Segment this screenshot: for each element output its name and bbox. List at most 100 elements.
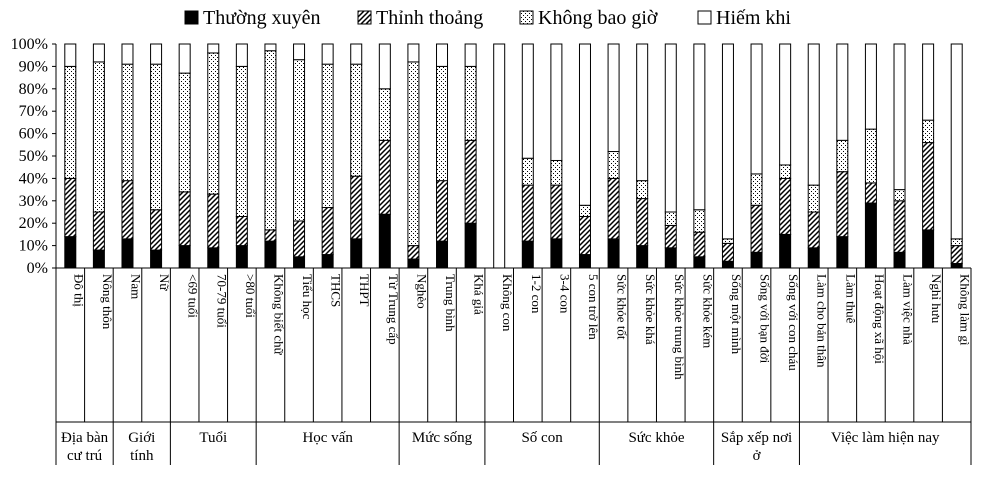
group-label: cư trú — [67, 448, 103, 464]
bar-segment-hiem-khi — [521, 43, 534, 159]
y-tick-label: 0% — [27, 260, 48, 277]
bar-segment-khong-bao-gio — [407, 61, 420, 247]
bar-segment-thuong-xuyen — [92, 249, 105, 269]
x-category-label: Nữ — [157, 274, 172, 291]
x-category-label: Làm việc nhà — [901, 274, 916, 345]
bars — [64, 43, 963, 269]
y-tick-label: 40% — [19, 170, 48, 187]
group-label: Tuổi — [199, 430, 227, 446]
bar-segment-thuong-xuyen — [578, 254, 591, 269]
bar-segment-thuong-xuyen — [464, 222, 477, 269]
bar-segment-hiem-khi — [407, 43, 420, 63]
legend-swatch-hiem-khi — [697, 10, 712, 25]
x-category-label: 5 con trở lên — [586, 274, 601, 340]
bar-segment-thuong-xuyen — [207, 247, 220, 269]
bar-segment-thuong-xuyen — [150, 249, 163, 269]
bar-segment-hiem-khi — [350, 43, 363, 65]
bar-segment-khong-bao-gio — [321, 63, 334, 209]
y-tick-label: 20% — [19, 215, 48, 232]
bar-segment-thuong-xuyen — [721, 260, 734, 269]
bar-segment-khong-bao-gio — [550, 159, 563, 186]
y-tick-label: 70% — [19, 103, 48, 120]
group-label: ở — [753, 448, 762, 464]
bar-segment-thinh-thoang — [235, 215, 248, 247]
bar-segment-khong-bao-gio — [636, 180, 649, 200]
bar-segment-thinh-thoang — [664, 224, 677, 249]
bar-segment-thuong-xuyen — [693, 256, 706, 269]
bar-segment-khong-bao-gio — [150, 63, 163, 211]
x-category-label: Nam — [128, 274, 143, 299]
bar-segment-hiem-khi — [607, 43, 620, 153]
bar-segment-thinh-thoang — [807, 211, 820, 249]
bar-segment-khong-bao-gio — [350, 63, 363, 177]
bar-segment-thuong-xuyen — [607, 238, 620, 269]
x-category-label: >80 tuổi — [243, 274, 258, 318]
bar-segment-thuong-xuyen — [378, 213, 391, 269]
bar-segment-thinh-thoang — [207, 193, 220, 249]
x-category-label: 1-2 con — [529, 274, 544, 314]
bar-segment-thinh-thoang — [578, 215, 591, 256]
bar-segment-khong-bao-gio — [950, 238, 963, 247]
bar-segment-thuong-xuyen — [64, 236, 77, 269]
x-category-label: Không con — [500, 274, 515, 332]
x-category-label: Từ Trung cấp — [386, 274, 401, 345]
bar-segment-thinh-thoang — [436, 180, 449, 242]
legend: Thường xuyên Thỉnh thoảng Không bao giờ Hiế… — [184, 7, 791, 29]
bar-segment-hiem-khi — [150, 43, 163, 65]
x-category-label: Nông thôn — [100, 274, 115, 330]
bar-segment-thuong-xuyen — [779, 233, 792, 269]
bar-segment-hiem-khi — [836, 43, 849, 141]
bar-segment-khong-bao-gio — [807, 184, 820, 213]
x-category-label: Làm cho bản thân — [815, 274, 830, 368]
group-label: Mức sống — [412, 430, 473, 446]
group-label: Sắp xếp nơi — [721, 430, 792, 446]
bar-segment-thuong-xuyen — [321, 254, 334, 269]
bar-segment-khong-bao-gio — [121, 63, 134, 182]
x-category-label: Sức khỏe khá — [643, 274, 658, 345]
bar-segment-thinh-thoang — [864, 182, 877, 204]
bar-segment-thuong-xuyen — [664, 247, 677, 269]
bar-segment-thuong-xuyen — [235, 245, 248, 269]
group-label: Số con — [521, 430, 563, 446]
bar-segment-hiem-khi — [264, 43, 277, 52]
bar-segment-hiem-khi — [493, 43, 506, 269]
x-category-label: <69 tuổi — [186, 274, 201, 318]
bar-segment-hiem-khi — [378, 43, 391, 90]
x-axis: Đô thị Nông thôn Nam Nữ <69 tuổi 70-79 tuổi >8… — [55, 267, 973, 465]
bar-segment-thuong-xuyen — [521, 240, 534, 269]
bar-segment-hiem-khi — [922, 43, 935, 121]
y-tick-label: 100% — [11, 36, 48, 53]
bar-segment-thinh-thoang — [607, 177, 620, 240]
legend-label-hiem-khi: Hiếm khi — [716, 7, 791, 29]
bar-segment-thuong-xuyen — [636, 245, 649, 269]
bar-segment-hiem-khi — [235, 43, 248, 67]
y-tick-label: 10% — [19, 238, 48, 255]
x-category-label: 3-4 con — [557, 274, 572, 314]
bar-segment-khong-bao-gio — [607, 151, 620, 179]
bar-segment-khong-bao-gio — [750, 173, 763, 206]
x-category-label: Sống một mình — [729, 274, 744, 355]
legend-swatch-khong-bao-gio — [519, 10, 534, 25]
bar-segment-thinh-thoang — [464, 139, 477, 224]
group-label: Giới — [128, 430, 155, 446]
y-tick-label: 30% — [19, 193, 48, 210]
legend-swatch-thinh-thoang — [357, 10, 372, 25]
y-tick-label: 80% — [19, 81, 48, 98]
bar-segment-hiem-khi — [121, 43, 134, 65]
bar-segment-thinh-thoang — [779, 177, 792, 235]
y-tick-label: 60% — [19, 126, 48, 143]
y-tick-label: 90% — [19, 58, 48, 75]
bar-segment-thinh-thoang — [893, 200, 906, 253]
bar-segment-thuong-xuyen — [864, 202, 877, 269]
x-category-label: Sức khỏe tốt — [615, 274, 630, 340]
bar-segment-thuong-xuyen — [750, 251, 763, 269]
bar-segment-thuong-xuyen — [121, 238, 134, 269]
bar-segment-thinh-thoang — [550, 184, 563, 240]
bar-segment-khong-bao-gio — [864, 128, 877, 184]
x-category-label: Nghèo — [414, 274, 429, 309]
bar-segment-thinh-thoang — [378, 139, 391, 215]
bar-segment-thuong-xuyen — [922, 229, 935, 269]
bar-segment-khong-bao-gio — [64, 65, 77, 179]
legend-label-thuong-xuyen: Thường xuyên — [203, 7, 321, 29]
